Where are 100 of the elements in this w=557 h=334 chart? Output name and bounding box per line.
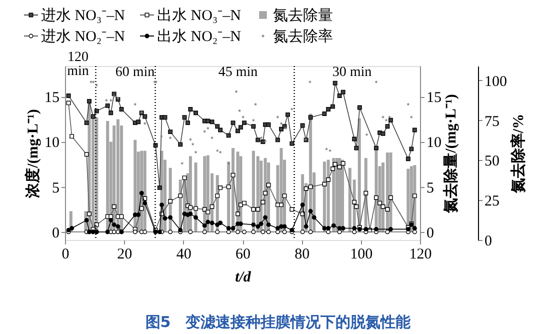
annotation: 60 min: [115, 65, 155, 80]
point: [251, 230, 256, 234]
point: [374, 226, 378, 232]
point: [160, 134, 164, 138]
point: [266, 222, 271, 227]
point: [304, 224, 308, 229]
x-tick-label: 20: [117, 246, 132, 262]
point: [142, 230, 148, 234]
point: [236, 230, 240, 234]
point: [194, 215, 198, 220]
point: [337, 226, 342, 230]
point: [168, 230, 173, 234]
point: [328, 148, 332, 152]
y-tick-label: 15: [44, 90, 60, 106]
point: [136, 212, 141, 217]
point: [308, 80, 312, 84]
annotation: 30 min: [332, 65, 372, 80]
point: [206, 126, 210, 130]
y3-tick-label: 75: [484, 114, 500, 130]
point: [188, 230, 193, 234]
y3-tick-label: 100: [484, 74, 507, 90]
point: [226, 162, 230, 165]
point: [326, 230, 331, 234]
point: [308, 230, 313, 234]
point: [412, 226, 417, 230]
point: [263, 215, 268, 220]
point: [191, 142, 194, 146]
point: [242, 230, 246, 234]
point: [216, 148, 219, 152]
point: [202, 230, 207, 234]
point: [238, 222, 243, 226]
point: [388, 226, 393, 232]
point: [142, 200, 148, 206]
x-tick-label: 60: [236, 246, 250, 262]
point: [322, 226, 327, 230]
point: [276, 115, 280, 118]
y2-axis-title: 氮去除量/(mg·L⁻¹): [442, 94, 460, 214]
x-tick-label: 120: [409, 246, 432, 262]
y2-tick-label: 5: [426, 180, 434, 196]
point: [226, 226, 231, 230]
point: [215, 230, 220, 234]
legend-label: 出水 NO₂⁻–N: [157, 28, 242, 45]
y-tick-label: 10: [44, 135, 60, 152]
point: [266, 230, 271, 234]
point: [275, 230, 280, 234]
x-tick-label: 80: [294, 246, 310, 262]
annotation: 45 min: [218, 65, 258, 80]
y3-tick-label: 50: [484, 154, 500, 170]
y3-tick-label: 25: [484, 194, 500, 210]
point: [282, 224, 287, 229]
legend-label: 进水 NO₂⁻–N: [41, 28, 126, 45]
point: [112, 230, 116, 234]
y2-tick-label: 10: [426, 135, 442, 152]
point: [116, 224, 120, 229]
bar: [106, 120, 110, 232]
text: 图5 变滤速接种挂膜情况下的脱氮性能: [145, 313, 412, 331]
point: [326, 226, 331, 230]
x-tick-label: 100: [350, 246, 373, 262]
point: [340, 226, 346, 230]
point: [300, 202, 305, 208]
point: [374, 80, 378, 84]
point: [226, 230, 231, 234]
point: [365, 132, 368, 136]
point: [160, 202, 164, 208]
y-axis-title: 浓度/(mg·L⁻¹): [24, 109, 42, 199]
point: [162, 216, 168, 221]
y-tick-label: 0: [52, 225, 60, 242]
point: [275, 226, 280, 230]
point: [210, 220, 214, 226]
point: [381, 115, 385, 118]
point: [364, 226, 368, 232]
point: [324, 147, 328, 150]
point: [256, 224, 260, 229]
y2-tick-label: 15: [426, 90, 442, 106]
point: [251, 222, 256, 227]
y3-axis-title: 氮去除率/%: [509, 114, 527, 194]
y3-tick-label: 0: [484, 234, 492, 250]
annotation: 120 min: [67, 50, 89, 79]
legend-label: 进水 NO₃⁻–N: [41, 7, 126, 24]
x-axis-title: t/d: [235, 270, 252, 286]
point: [312, 215, 316, 220]
point: [116, 230, 120, 234]
point: [230, 226, 236, 230]
point: [194, 150, 198, 154]
point: [260, 230, 266, 234]
point: [238, 108, 242, 112]
point: [280, 122, 283, 125]
point: [218, 150, 222, 154]
point: [84, 218, 89, 222]
point: [331, 223, 336, 228]
point: [241, 115, 245, 118]
point: [352, 230, 357, 234]
point: [112, 222, 116, 227]
legend-label: 出水 NO₃⁻–N: [157, 7, 242, 24]
point: [95, 83, 98, 87]
point: [108, 218, 114, 222]
point: [206, 220, 210, 224]
point: [384, 118, 388, 122]
point: [282, 230, 287, 234]
point: [258, 222, 264, 226]
